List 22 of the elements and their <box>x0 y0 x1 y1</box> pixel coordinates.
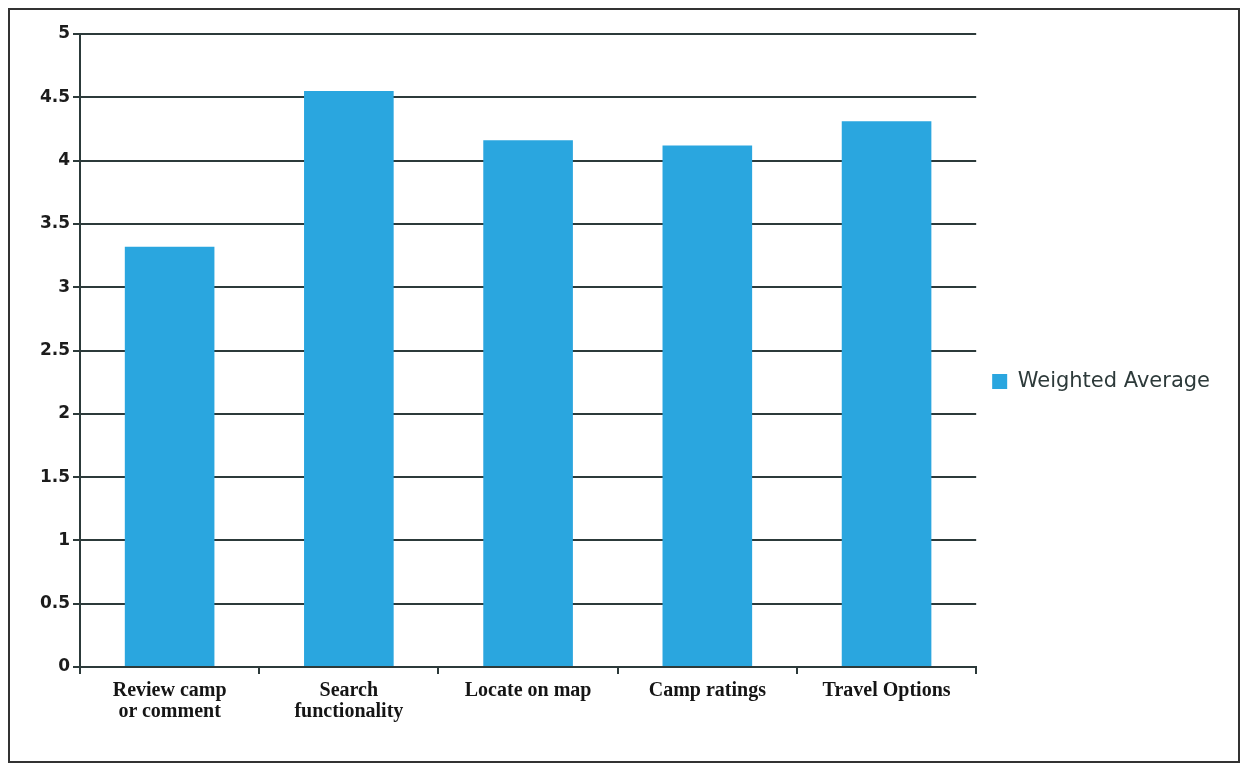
y-tick-label: 5 <box>58 22 70 43</box>
y-tick-label: 0 <box>58 655 71 676</box>
x-tick-label: Locate on map <box>464 677 592 701</box>
legend-label: Weighted Average <box>1017 367 1211 392</box>
bar <box>841 121 932 666</box>
x-tick-label: Review camp or comment <box>112 677 227 721</box>
bar <box>304 90 394 666</box>
y-tick-label: 3 <box>58 275 70 296</box>
y-tick-label: 4 <box>58 149 71 170</box>
y-tick-label: 3.5 <box>39 212 70 233</box>
bar <box>124 246 215 666</box>
bar <box>662 145 753 666</box>
x-tick-label: Travel Options <box>822 677 951 701</box>
bar <box>483 140 573 666</box>
x-tick-label: Camp ratings <box>648 677 767 701</box>
y-tick-label: 1 <box>58 528 70 549</box>
x-tick-label: Search functionality <box>294 677 404 722</box>
y-tick-label: 2.5 <box>39 338 70 359</box>
y-tick-label: 4.5 <box>39 85 70 106</box>
y-tick-label: 0.5 <box>39 592 70 613</box>
y-tick-label: 1.5 <box>39 465 70 486</box>
y-tick-label: 2 <box>58 402 70 423</box>
